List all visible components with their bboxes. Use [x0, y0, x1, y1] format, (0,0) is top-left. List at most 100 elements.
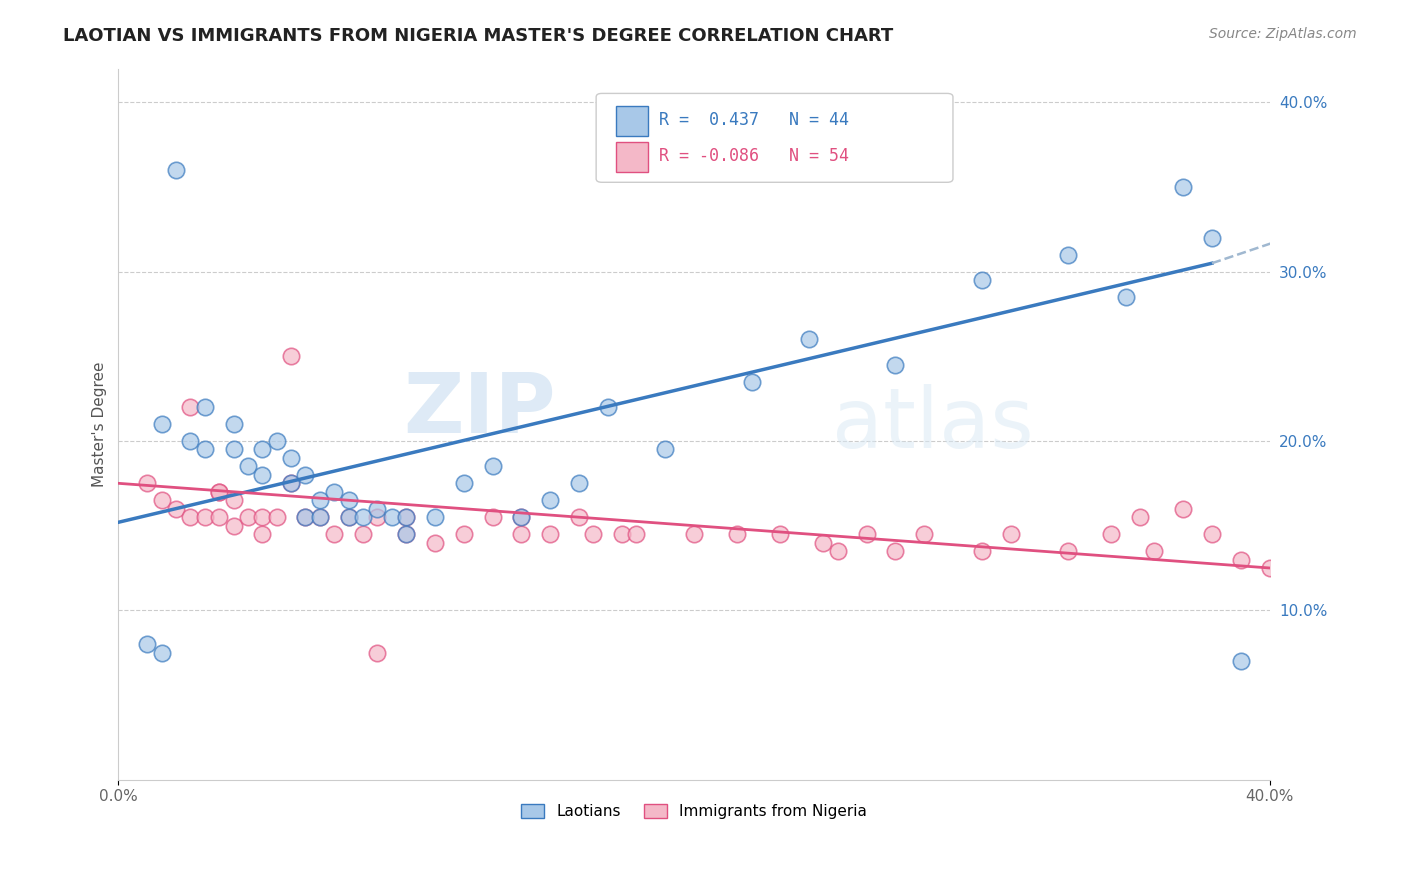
Text: ZIP: ZIP: [404, 369, 555, 450]
Point: [626, 527, 648, 541]
Point: [1201, 231, 1223, 245]
Point: [294, 510, 316, 524]
Point: [725, 527, 748, 541]
Point: [568, 476, 591, 491]
Point: [208, 484, 231, 499]
Point: [236, 510, 259, 524]
Point: [222, 493, 245, 508]
Point: [236, 459, 259, 474]
Point: [1229, 654, 1251, 668]
Point: [1201, 527, 1223, 541]
FancyBboxPatch shape: [616, 106, 648, 136]
Point: [352, 510, 374, 524]
Point: [179, 510, 201, 524]
Point: [970, 544, 993, 558]
Point: [179, 400, 201, 414]
Point: [337, 510, 360, 524]
Point: [309, 510, 332, 524]
Point: [423, 535, 446, 549]
Point: [1057, 248, 1080, 262]
Point: [222, 518, 245, 533]
Point: [683, 527, 706, 541]
Point: [1229, 552, 1251, 566]
Point: [884, 358, 907, 372]
Point: [194, 442, 217, 457]
Point: [323, 484, 346, 499]
Point: [855, 527, 877, 541]
Text: LAOTIAN VS IMMIGRANTS FROM NIGERIA MASTER'S DEGREE CORRELATION CHART: LAOTIAN VS IMMIGRANTS FROM NIGERIA MASTE…: [63, 27, 894, 45]
Point: [165, 163, 187, 178]
Point: [538, 527, 561, 541]
Text: Source: ZipAtlas.com: Source: ZipAtlas.com: [1209, 27, 1357, 41]
Point: [323, 527, 346, 541]
Point: [813, 535, 835, 549]
Point: [970, 273, 993, 287]
Point: [381, 510, 404, 524]
Point: [797, 333, 820, 347]
Point: [194, 510, 217, 524]
Point: [309, 493, 332, 508]
Point: [1143, 544, 1166, 558]
Point: [912, 527, 935, 541]
Point: [510, 510, 533, 524]
Point: [165, 501, 187, 516]
Point: [568, 510, 591, 524]
Point: [510, 527, 533, 541]
Point: [884, 544, 907, 558]
Point: [582, 527, 605, 541]
Point: [538, 493, 561, 508]
Point: [294, 467, 316, 482]
Point: [252, 527, 274, 541]
Legend: Laotians, Immigrants from Nigeria: Laotians, Immigrants from Nigeria: [515, 798, 873, 825]
Point: [280, 476, 302, 491]
Point: [294, 510, 316, 524]
Point: [337, 510, 360, 524]
Point: [252, 442, 274, 457]
Text: atlas: atlas: [832, 384, 1033, 465]
Point: [136, 476, 159, 491]
Point: [252, 510, 274, 524]
Point: [481, 510, 503, 524]
Text: R =  0.437   N = 44: R = 0.437 N = 44: [659, 112, 849, 129]
Point: [352, 527, 374, 541]
FancyBboxPatch shape: [616, 142, 648, 171]
Point: [266, 434, 288, 448]
Point: [150, 646, 173, 660]
Point: [510, 510, 533, 524]
Point: [222, 442, 245, 457]
Point: [1173, 180, 1195, 194]
Y-axis label: Master's Degree: Master's Degree: [93, 361, 107, 487]
Point: [481, 459, 503, 474]
Point: [280, 349, 302, 363]
Point: [395, 527, 418, 541]
Text: R = -0.086   N = 54: R = -0.086 N = 54: [659, 147, 849, 165]
Point: [395, 510, 418, 524]
Point: [654, 442, 676, 457]
Point: [1115, 290, 1137, 304]
Point: [395, 527, 418, 541]
FancyBboxPatch shape: [596, 94, 953, 182]
Point: [1258, 561, 1281, 575]
Point: [337, 493, 360, 508]
Point: [179, 434, 201, 448]
Point: [453, 527, 475, 541]
Point: [366, 646, 388, 660]
Point: [1099, 527, 1122, 541]
Point: [423, 510, 446, 524]
Point: [366, 501, 388, 516]
Point: [222, 417, 245, 431]
Point: [596, 400, 619, 414]
Point: [150, 417, 173, 431]
Point: [150, 493, 173, 508]
Point: [280, 476, 302, 491]
Point: [208, 484, 231, 499]
Point: [1173, 501, 1195, 516]
Point: [194, 400, 217, 414]
Point: [769, 527, 792, 541]
Point: [208, 510, 231, 524]
Point: [827, 544, 849, 558]
Point: [1129, 510, 1152, 524]
Point: [1057, 544, 1080, 558]
Point: [610, 527, 633, 541]
Point: [453, 476, 475, 491]
